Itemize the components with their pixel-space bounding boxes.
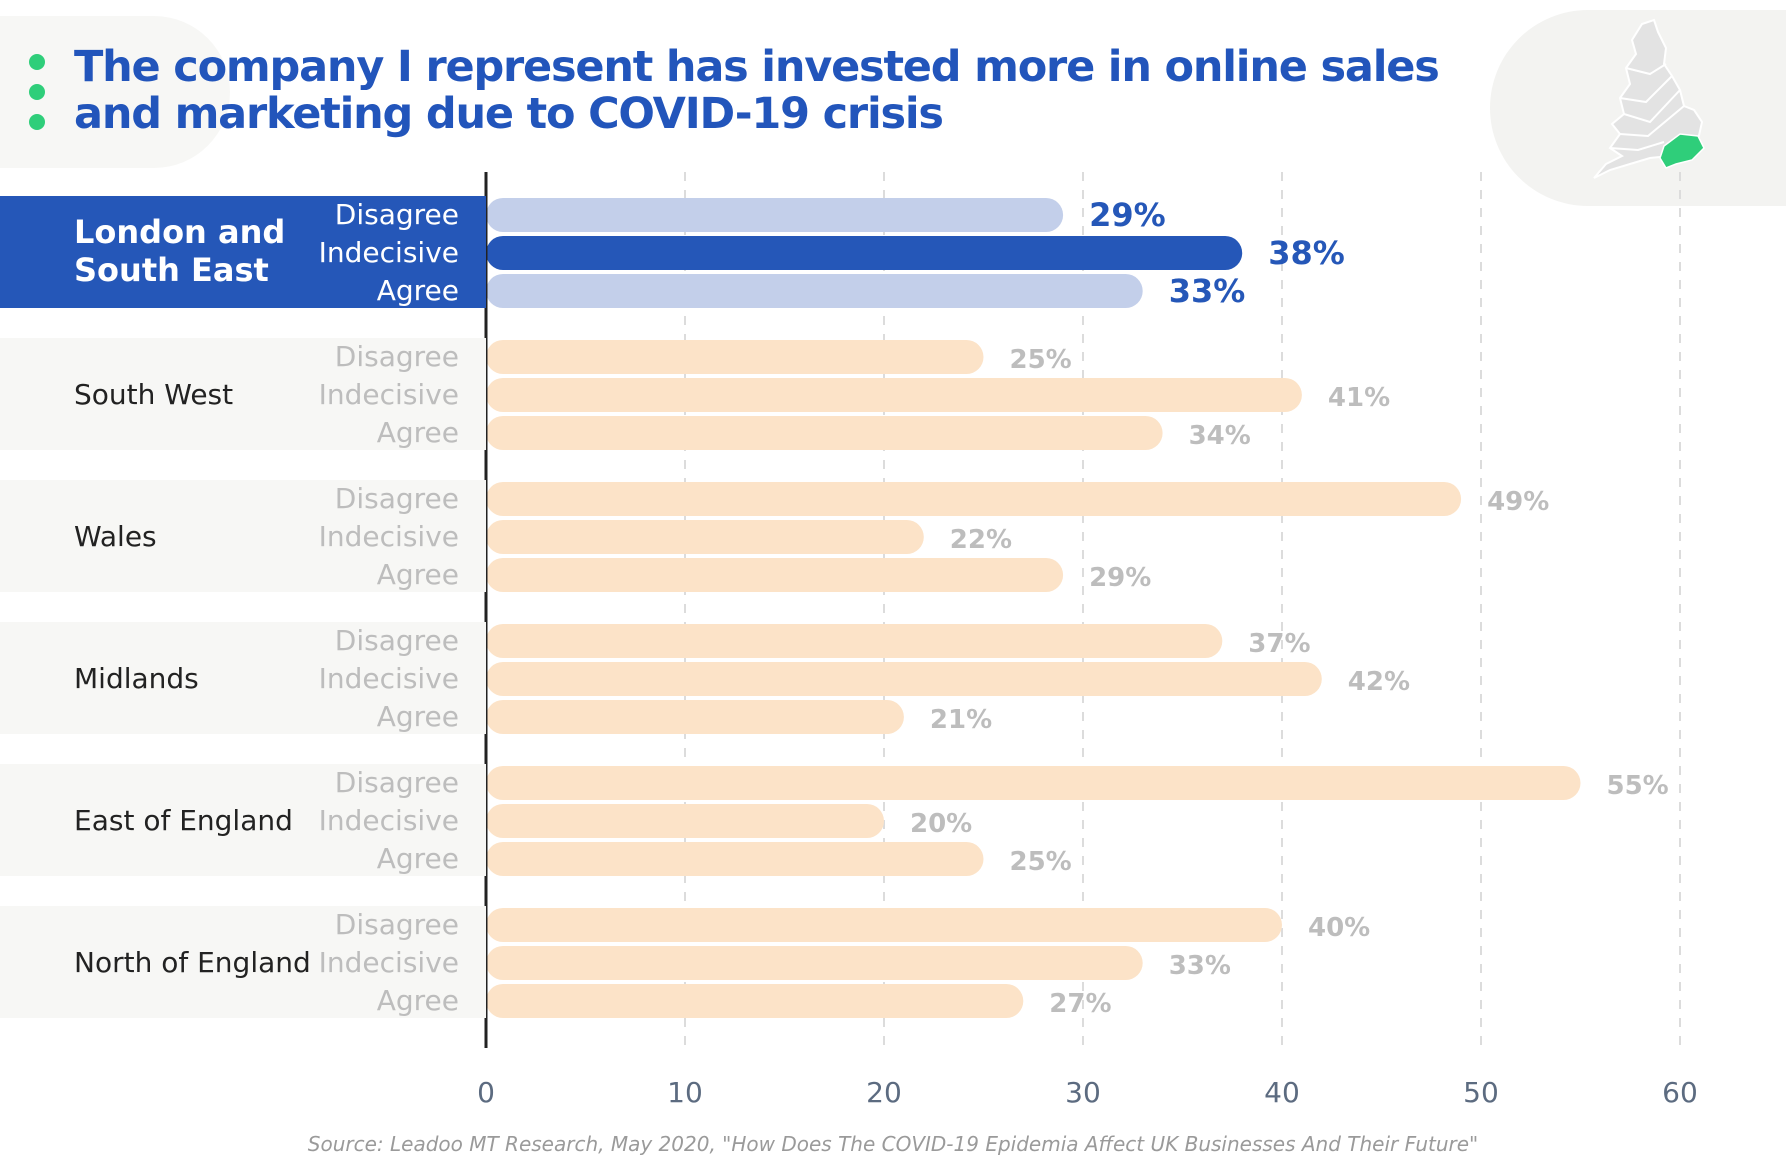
category-label: Indecisive bbox=[318, 662, 459, 695]
x-tick-label: 40 bbox=[1264, 1076, 1300, 1109]
value-label: 42% bbox=[1348, 667, 1410, 697]
row-band bbox=[0, 196, 486, 308]
region-label: Wales bbox=[74, 520, 157, 553]
bar bbox=[486, 842, 984, 876]
row-band bbox=[0, 338, 486, 450]
bar bbox=[486, 482, 1462, 516]
category-label: Disagree bbox=[334, 908, 459, 941]
value-label: 55% bbox=[1607, 771, 1669, 801]
bar bbox=[486, 274, 1143, 308]
value-label: 25% bbox=[1010, 345, 1072, 375]
category-label: Agree bbox=[376, 700, 459, 733]
region-label: Midlands bbox=[74, 662, 199, 695]
bar bbox=[486, 378, 1302, 412]
value-label: 33% bbox=[1169, 951, 1231, 981]
category-label: Disagree bbox=[334, 340, 459, 373]
category-label: Agree bbox=[376, 558, 459, 591]
x-tick-label: 10 bbox=[667, 1076, 703, 1109]
map-london-south-east-highlight bbox=[1659, 133, 1705, 169]
bar bbox=[486, 766, 1581, 800]
map-region-lines bbox=[1609, 63, 1685, 152]
category-label: Agree bbox=[376, 842, 459, 875]
category-label: Disagree bbox=[334, 198, 459, 231]
value-labels: 29% 38% 33% 25% 41% 34% 49% 22% 29% 37% 42% 21% 55% 2… bbox=[910, 196, 1669, 1019]
value-label: 22% bbox=[950, 525, 1012, 555]
green-dot-icon bbox=[29, 114, 45, 130]
bar bbox=[486, 558, 1064, 592]
bar bbox=[486, 198, 1064, 232]
category-label: Indecisive bbox=[318, 804, 459, 837]
source-note: Source: Leadoo MT Research, May 2020, "H… bbox=[307, 1132, 1479, 1156]
category-label: Agree bbox=[376, 274, 459, 307]
green-dot-icon bbox=[29, 84, 45, 100]
bar bbox=[486, 984, 1024, 1018]
category-label: Indecisive bbox=[318, 946, 459, 979]
category-label: Indecisive bbox=[318, 236, 459, 269]
england-wales-map-icon bbox=[1593, 18, 1705, 179]
category-label: Agree bbox=[376, 984, 459, 1017]
gridlines bbox=[684, 172, 1681, 1048]
bar bbox=[486, 340, 984, 374]
bar bbox=[486, 908, 1282, 942]
x-tick-label: 30 bbox=[1065, 1076, 1101, 1109]
category-label: Indecisive bbox=[318, 520, 459, 553]
region-label: East of England bbox=[74, 804, 293, 837]
x-axis: 0 10 20 30 40 50 60 bbox=[477, 172, 1698, 1109]
category-label: Disagree bbox=[334, 766, 459, 799]
value-label: 49% bbox=[1487, 487, 1549, 517]
category-label: Indecisive bbox=[318, 378, 459, 411]
x-tick-label: 0 bbox=[477, 1076, 495, 1109]
value-label: 34% bbox=[1189, 421, 1251, 451]
bar bbox=[486, 662, 1322, 696]
region-label: London and South East bbox=[74, 213, 286, 289]
bar bbox=[486, 700, 904, 734]
row-band bbox=[0, 622, 486, 734]
category-label: Disagree bbox=[334, 482, 459, 515]
value-label: 29% bbox=[1089, 563, 1151, 593]
row-band bbox=[0, 480, 486, 592]
x-tick-label: 50 bbox=[1463, 1076, 1499, 1109]
region-label: South West bbox=[74, 378, 234, 411]
bar bbox=[486, 624, 1223, 658]
x-tick-label: 20 bbox=[866, 1076, 902, 1109]
bar bbox=[486, 804, 884, 838]
chart-title-line-1: The company I represent has invested mor… bbox=[74, 42, 1440, 92]
value-label: 37% bbox=[1248, 629, 1310, 659]
value-label: 41% bbox=[1328, 383, 1390, 413]
value-label: 29% bbox=[1089, 196, 1166, 234]
value-label: 33% bbox=[1169, 272, 1246, 310]
row-band bbox=[0, 906, 486, 1018]
category-label: Agree bbox=[376, 416, 459, 449]
green-dot-icon bbox=[29, 54, 45, 70]
value-label: 40% bbox=[1308, 913, 1370, 943]
value-label: 20% bbox=[910, 809, 972, 839]
value-label: 38% bbox=[1268, 234, 1345, 272]
chart-title: The company I represent has invested mor… bbox=[74, 44, 1474, 138]
bars bbox=[486, 198, 1581, 1018]
chart-title-line-2: and marketing due to COVID-19 crisis bbox=[74, 89, 944, 139]
row-band bbox=[0, 764, 486, 876]
x-tick-label: 60 bbox=[1662, 1076, 1698, 1109]
bar bbox=[486, 416, 1163, 450]
bar bbox=[486, 946, 1143, 980]
bar bbox=[486, 520, 924, 554]
value-label: 21% bbox=[930, 705, 992, 735]
title-bullets bbox=[29, 54, 45, 144]
value-label: 27% bbox=[1049, 989, 1111, 1019]
region-label: North of England bbox=[74, 946, 311, 979]
bar bbox=[486, 236, 1243, 270]
category-label: Disagree bbox=[334, 624, 459, 657]
value-label: 25% bbox=[1010, 847, 1072, 877]
